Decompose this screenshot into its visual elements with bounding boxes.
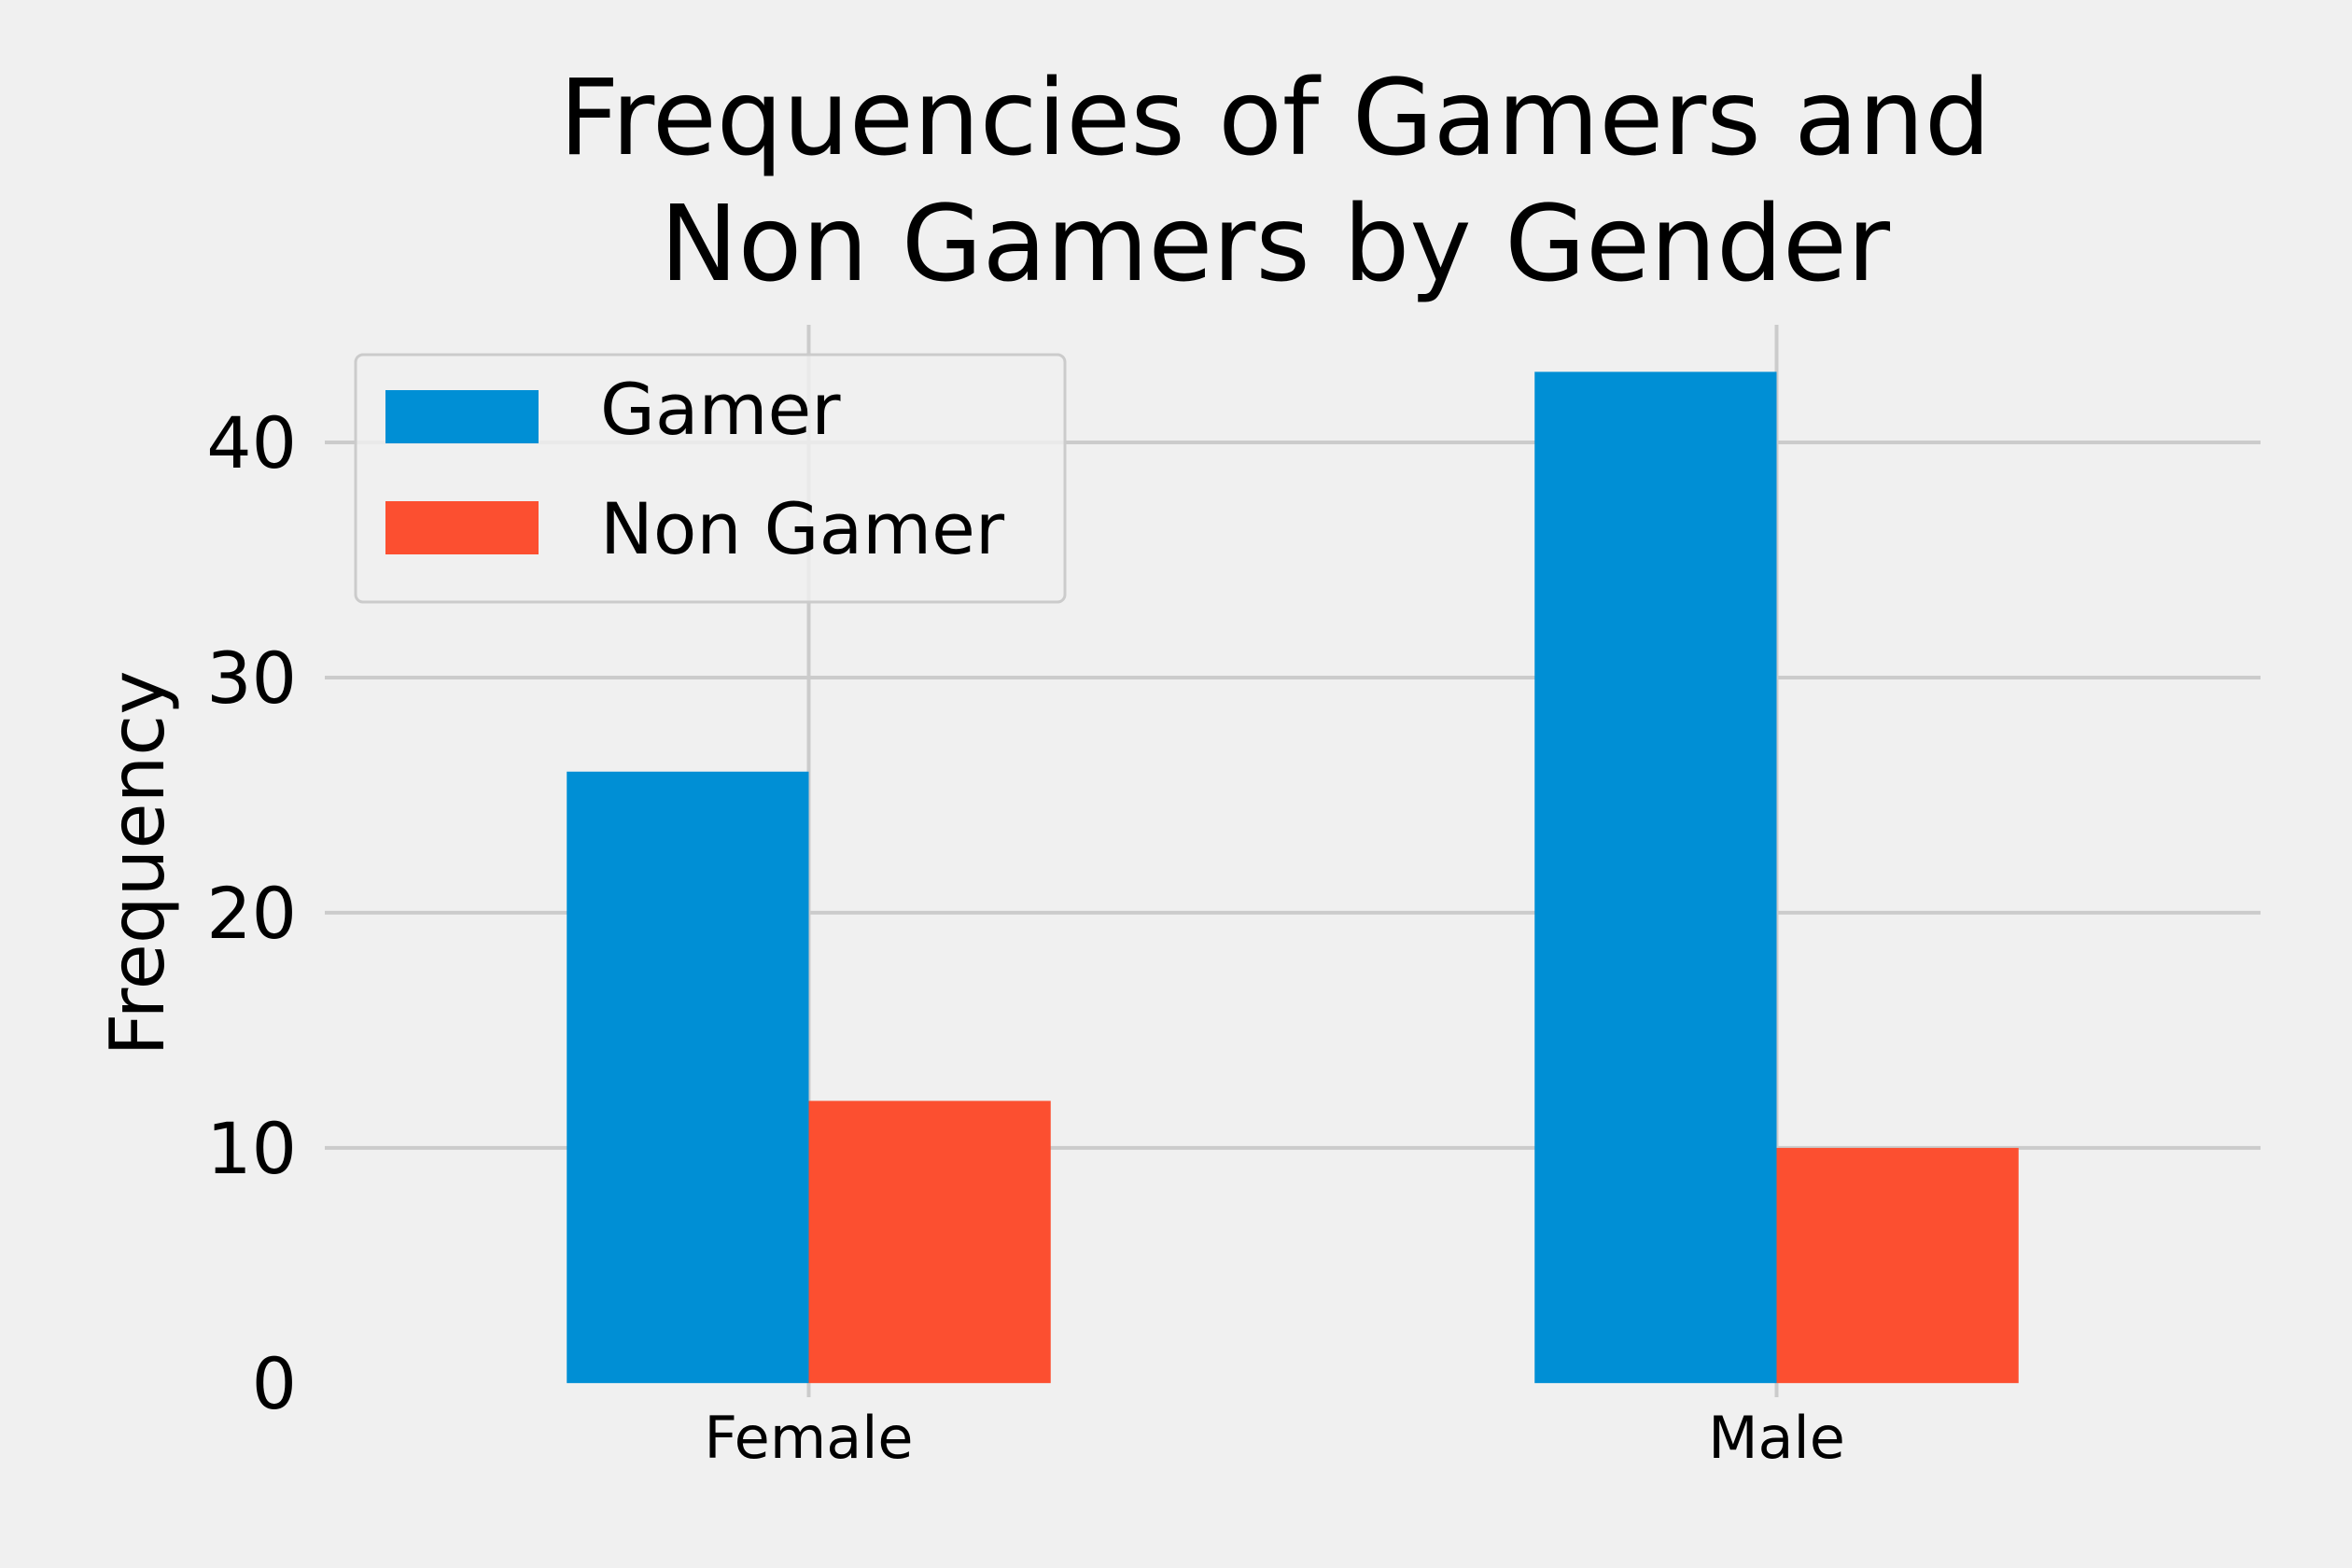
chart-title-line-2: Non Gamers by Gender (660, 184, 1891, 305)
y-tick-label: 20 (206, 872, 297, 955)
bars (567, 371, 2019, 1383)
chart-title-line-1: Frequencies of Gamers and (559, 58, 1991, 179)
y-axis-ticks: 0 10 20 30 40 (206, 401, 297, 1425)
bar-non-gamer-female (808, 1100, 1051, 1383)
y-tick-label: 0 (252, 1342, 297, 1425)
legend-label-non-gamer: Non Gamer (600, 487, 1005, 570)
x-tick-label: Male (1708, 1404, 1845, 1472)
y-tick-label: 10 (206, 1107, 297, 1190)
x-tick-label: Female (704, 1404, 913, 1472)
legend-swatch-gamer (385, 390, 539, 443)
legend-label-gamer: Gamer (600, 368, 841, 451)
bar-gamer-female (567, 771, 809, 1383)
y-tick-label: 40 (206, 401, 297, 484)
y-axis-label: Frequency (94, 670, 181, 1056)
y-tick-label: 30 (206, 637, 297, 720)
legend: Gamer Non Gamer (354, 353, 1067, 604)
bar-gamer-male (1534, 371, 1777, 1383)
x-axis-ticks: Female Male (704, 1404, 1845, 1472)
legend-swatch-non-gamer (385, 501, 539, 554)
bar-non-gamer-male (1776, 1147, 2019, 1383)
